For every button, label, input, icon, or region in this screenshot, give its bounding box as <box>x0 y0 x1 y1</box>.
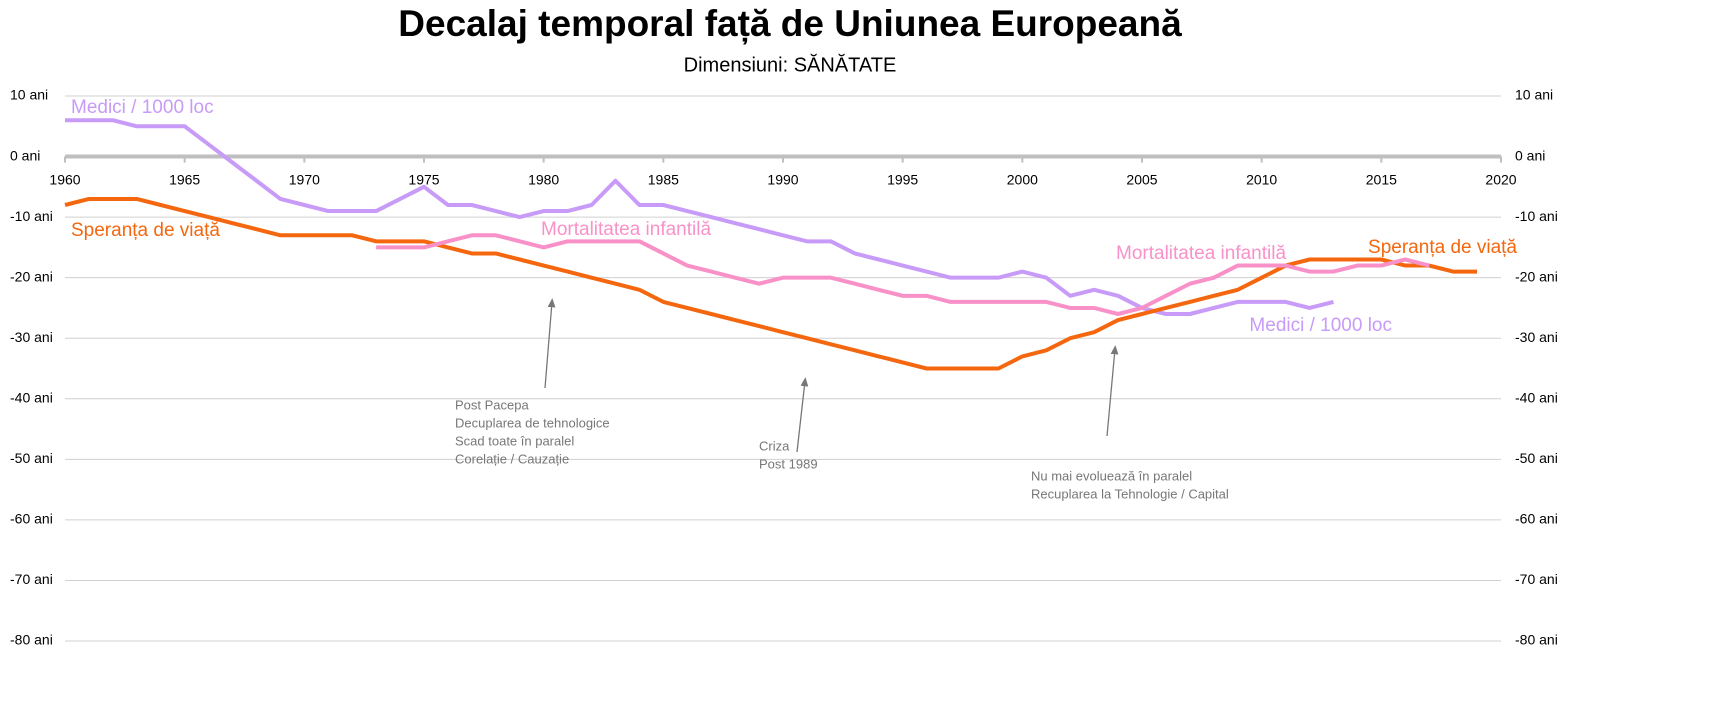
y2-tick-label: -40 ani <box>1515 389 1558 405</box>
y-tick-label: -30 ani <box>10 329 53 345</box>
annotation-text: Corelație / Cauzație <box>455 451 569 466</box>
annotation-text: Post 1989 <box>759 456 818 471</box>
annotation-arrow <box>1106 345 1119 437</box>
x-tick-label: 1985 <box>648 171 679 187</box>
x-tick-label: 1995 <box>887 171 918 187</box>
series-line <box>376 233 1430 316</box>
chart-title: Decalaj temporal față de Uniunea Europea… <box>398 3 1182 45</box>
y2-tick-label: -10 ani <box>1515 208 1558 224</box>
annotation-text: Criza <box>759 438 790 453</box>
series-line <box>65 118 1334 316</box>
x-tick-label: 2010 <box>1246 171 1277 187</box>
y-tick-label: 10 ani <box>10 87 48 103</box>
series-label: Medici / 1000 loc <box>71 97 214 118</box>
x-tick-label: 1975 <box>408 171 439 187</box>
y-tick-label: -10 ani <box>10 208 53 224</box>
y-tick-label: -40 ani <box>10 389 53 405</box>
annotation-text: Recuplarea la Tehnologie / Capital <box>1031 486 1229 501</box>
x-tick-label: 1960 <box>49 171 80 187</box>
y-tick-label: -70 ani <box>10 571 53 587</box>
y2-tick-label: -20 ani <box>1515 268 1558 284</box>
series-line <box>64 196 1478 371</box>
chart-subtitle: Dimensiuni: SĂNĂTATE <box>684 53 897 76</box>
y-tick-label: -80 ani <box>10 632 53 648</box>
x-tick-label: 2020 <box>1485 171 1516 187</box>
annotation-arrow <box>544 298 556 389</box>
series-label: Speranța de viață <box>1368 237 1517 258</box>
annotation-text: Scad toate în paralel <box>455 433 574 448</box>
x-tick-label: 1965 <box>169 171 200 187</box>
y-tick-label: -50 ani <box>10 450 53 466</box>
y2-tick-label: -60 ani <box>1515 511 1558 527</box>
x-tick-label: 1990 <box>767 171 798 187</box>
x-tick-label: 1980 <box>528 171 559 187</box>
x-tick-label: 2005 <box>1126 171 1157 187</box>
y2-tick-label: -80 ani <box>1515 632 1558 648</box>
series-label: Speranța de viață <box>71 220 220 241</box>
annotation-arrow <box>796 377 809 453</box>
y-tick-label: 0 ani <box>10 147 40 163</box>
y-tick-label: -60 ani <box>10 511 53 527</box>
annotation-text: Decuplarea de tehnologice <box>455 415 610 430</box>
x-tick-label: 2015 <box>1366 171 1397 187</box>
series-label: Mortalitatea infantilă <box>1116 243 1286 264</box>
y-tick-label: -20 ani <box>10 268 53 284</box>
annotation-text: Post Pacepa <box>455 397 529 412</box>
y2-tick-label: 0 ani <box>1515 147 1545 163</box>
x-tick-label: 2000 <box>1007 171 1038 187</box>
series-label: Medici / 1000 loc <box>1249 315 1392 336</box>
series-label: Mortalitatea infantilă <box>541 219 711 240</box>
y2-tick-label: -70 ani <box>1515 571 1558 587</box>
y2-tick-label: -30 ani <box>1515 329 1558 345</box>
x-tick-label: 1970 <box>289 171 320 187</box>
annotation-text: Nu mai evoluează în paralel <box>1031 468 1192 483</box>
y2-tick-label: -50 ani <box>1515 450 1558 466</box>
y2-tick-label: 10 ani <box>1515 87 1553 103</box>
